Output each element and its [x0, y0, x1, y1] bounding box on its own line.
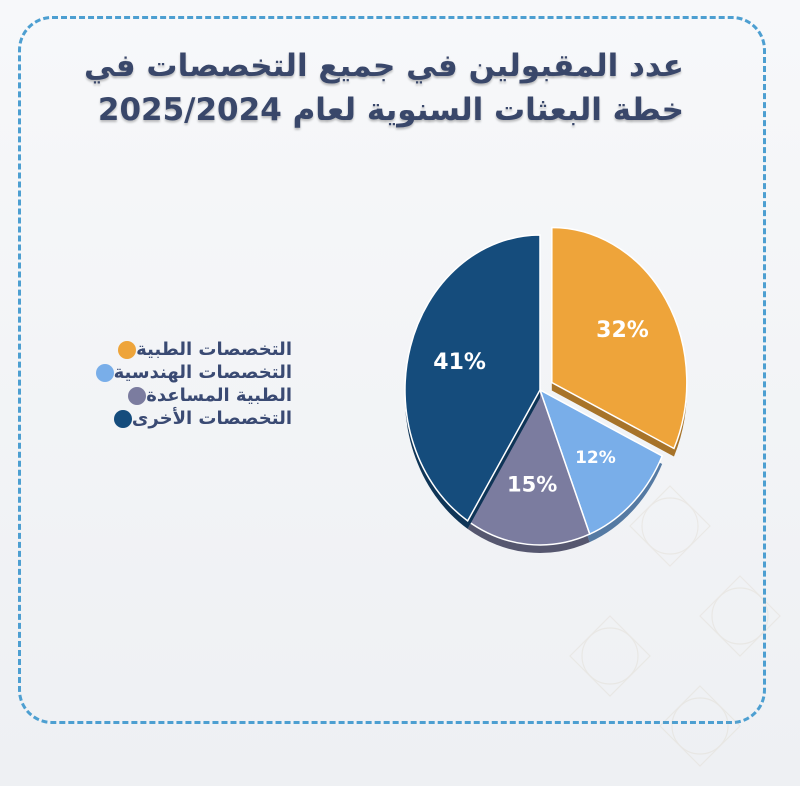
decorative-pattern [569, 485, 781, 767]
pie-slice-engineering [538, 388, 664, 536]
legend-label: التخصصات الطبية [136, 339, 292, 360]
slice-label-medical: 32% [596, 318, 649, 343]
pie-chart: 32% 12% 15% 41% [404, 226, 688, 553]
legend-swatch [113, 409, 132, 428]
legend-label: التخصصات الهندسية [113, 362, 292, 383]
pie-slice-other [404, 234, 541, 522]
slice-label-allied-medical: 15% [507, 473, 557, 497]
pie-slice-allied-medical [466, 388, 591, 546]
legend-swatch [128, 386, 147, 405]
pie-slice-medical [551, 226, 688, 450]
legend-label: الطبية المساعدة [146, 385, 292, 406]
slice-label-engineering: 12% [575, 448, 616, 468]
legend-swatch [118, 340, 137, 359]
card-frame [18, 16, 766, 724]
legend-swatch [95, 363, 114, 382]
chart-title: عدد المقبولين في جميع التخصصات في خطة ال… [83, 48, 684, 128]
legend: التخصصات الطبية التخصصات الهندسية الطبية… [60, 338, 292, 430]
slice-label-other: 41% [433, 350, 486, 375]
legend-item-other: التخصصات الأخرى [60, 407, 292, 430]
legend-item-allied-medical: الطبية المساعدة [60, 384, 292, 407]
legend-item-engineering: التخصصات الهندسية [60, 361, 292, 384]
legend-label: التخصصات الأخرى [131, 408, 292, 429]
legend-item-medical: التخصصات الطبية [60, 338, 292, 361]
